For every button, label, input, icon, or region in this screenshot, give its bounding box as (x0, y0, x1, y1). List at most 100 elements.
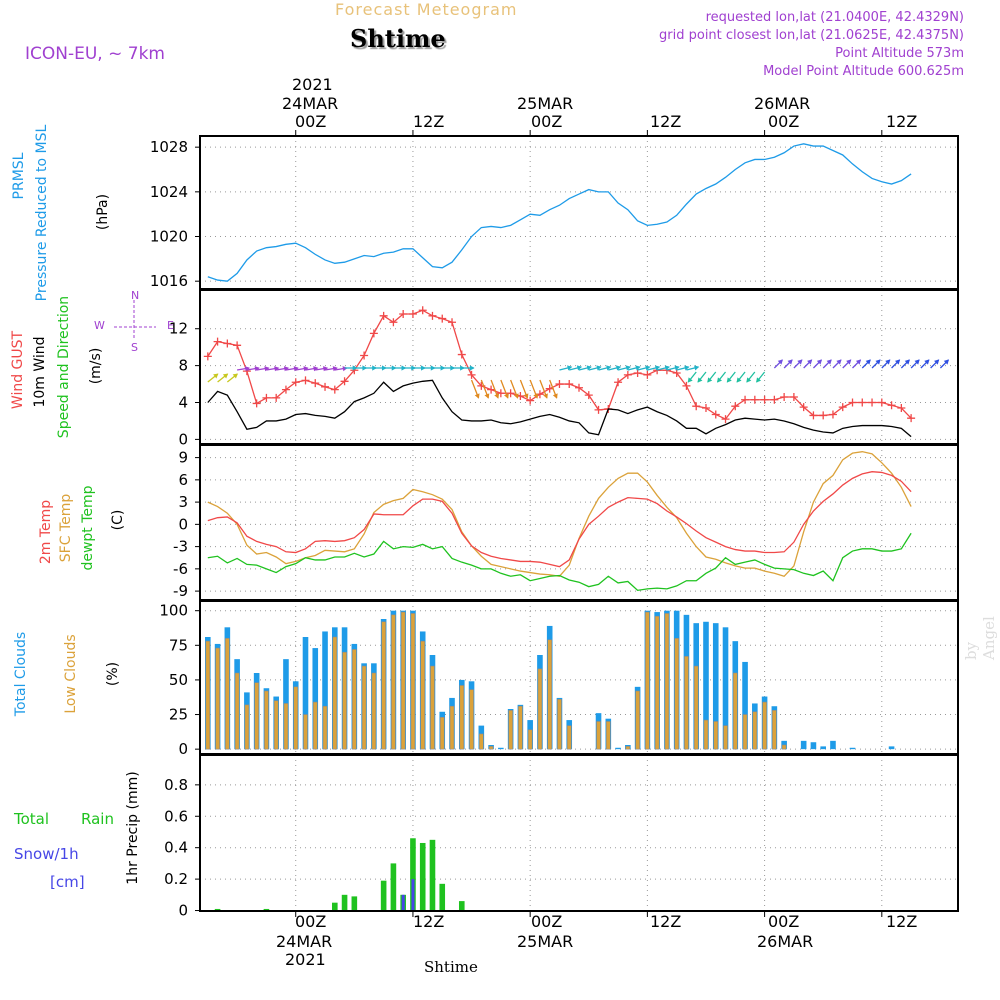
y-tick-label: 0.2 (164, 870, 188, 888)
wind-arrow-head (494, 393, 500, 399)
bar-low-clouds (508, 710, 513, 750)
precip-snow-label: Snow/1h (14, 845, 79, 863)
wind-arrow-head (707, 377, 713, 383)
wind-arrow-head (674, 365, 680, 371)
wind-arrow-head (606, 365, 612, 371)
bar-total-clouds (312, 648, 319, 750)
bar-rain (380, 880, 387, 911)
bar-low-clouds (293, 686, 299, 750)
bar-low-clouds (606, 721, 611, 750)
bar-total-clouds (849, 747, 856, 750)
bar-rain (390, 863, 397, 911)
gust-marker (369, 329, 378, 338)
wind-arrow-head (826, 359, 832, 365)
total-clouds-label: Total Clouds (13, 631, 29, 717)
gust-marker (828, 410, 837, 419)
bar-low-clouds (762, 701, 767, 750)
gust-marker (526, 396, 535, 405)
gust-marker (418, 306, 427, 315)
wind-arrow-head (846, 359, 852, 365)
y-tick-label: 9 (178, 449, 188, 467)
top-day-2: 25MAR (517, 94, 574, 113)
bottom-tick-2: 12Z (413, 912, 445, 931)
bar-total-clouds (302, 637, 309, 750)
compass-north: N (131, 289, 140, 302)
gust-marker (643, 370, 652, 379)
bottom-tick-5: 00Z (768, 912, 800, 931)
compass-south: S (131, 341, 138, 354)
y-tick-label: 0.8 (164, 776, 188, 794)
wind-arrow-head (943, 359, 950, 365)
series-dewpt-temp (207, 532, 912, 592)
bar-low-clouds (449, 705, 455, 750)
gust-marker (408, 309, 417, 318)
y-tick-label: 1028 (150, 138, 188, 156)
y-tick-label: 1024 (150, 183, 188, 201)
compass-cross (114, 300, 156, 340)
bar-low-clouds (635, 690, 640, 750)
wind-arrow-head (232, 373, 239, 379)
bar-low-clouds (742, 714, 748, 750)
bar-rain (214, 908, 221, 911)
bar-low-clouds (459, 685, 465, 750)
wind-arrow-head (787, 359, 793, 365)
y-tick-label: 25 (169, 706, 188, 724)
y-tick-label: 4 (178, 394, 188, 412)
gust-marker (233, 341, 242, 350)
gust-marker (809, 411, 818, 420)
gust-marker (780, 392, 789, 401)
bottom-tick-4: 12Z (650, 912, 682, 931)
bar-low-clouds (566, 725, 572, 750)
y-tick-label: 1016 (150, 272, 188, 290)
gust-marker (311, 379, 320, 388)
gust-marker (721, 415, 730, 424)
bar-low-clouds (596, 721, 601, 750)
gust-marker (428, 311, 437, 320)
series-sfc-temp (207, 451, 912, 578)
gust-marker (555, 380, 564, 389)
bar-low-clouds (752, 711, 758, 750)
gust-marker (594, 405, 603, 414)
wind-arrow-head (697, 377, 703, 383)
y-tick-label: 3 (178, 493, 188, 511)
clouds-unit: (%) (105, 661, 121, 687)
bar-low-clouds (215, 647, 220, 750)
bar-low-clouds (283, 703, 289, 750)
series-wind-10m (207, 379, 912, 438)
bar-low-clouds (488, 746, 494, 750)
wind-arrow-head (504, 393, 509, 399)
y-tick-label: -3 (173, 538, 188, 556)
gust-marker (496, 389, 505, 398)
wind-arrow-head (855, 359, 862, 365)
wind-arrow-head (924, 359, 930, 365)
wind-arrow-head (469, 365, 475, 371)
gust-marker (213, 337, 222, 346)
gust-marker (897, 404, 906, 413)
wind-arrow-head (635, 365, 641, 371)
bottom-year: 2021 (285, 950, 326, 969)
wind-arrow-head (875, 359, 881, 365)
gust-marker (223, 339, 232, 348)
bar-low-clouds (713, 721, 719, 750)
wind-arrow-head (726, 377, 732, 383)
bar-total-clouds (800, 740, 807, 750)
panel-bg (200, 755, 958, 911)
gust-marker (877, 398, 886, 407)
bar-low-clouds (645, 611, 650, 750)
location-title: Shtime (350, 24, 446, 53)
top-tick-1: 00Z (295, 112, 327, 131)
gust-marker (858, 398, 867, 407)
gust-marker (545, 384, 554, 393)
wind-arrow-head (474, 393, 480, 399)
bottom-tick-6: 12Z (886, 912, 918, 931)
gust-marker (760, 395, 769, 404)
compass-east: E (167, 319, 174, 332)
bar-low-clouds (693, 665, 699, 750)
gust-marker (614, 378, 623, 387)
bar-low-clouds (361, 665, 367, 750)
gust-marker (340, 377, 349, 386)
gust-marker (291, 378, 300, 387)
gust-marker (750, 395, 759, 404)
wind-arrow-head (716, 377, 722, 383)
precip-snow-unit: [cm] (50, 873, 85, 891)
